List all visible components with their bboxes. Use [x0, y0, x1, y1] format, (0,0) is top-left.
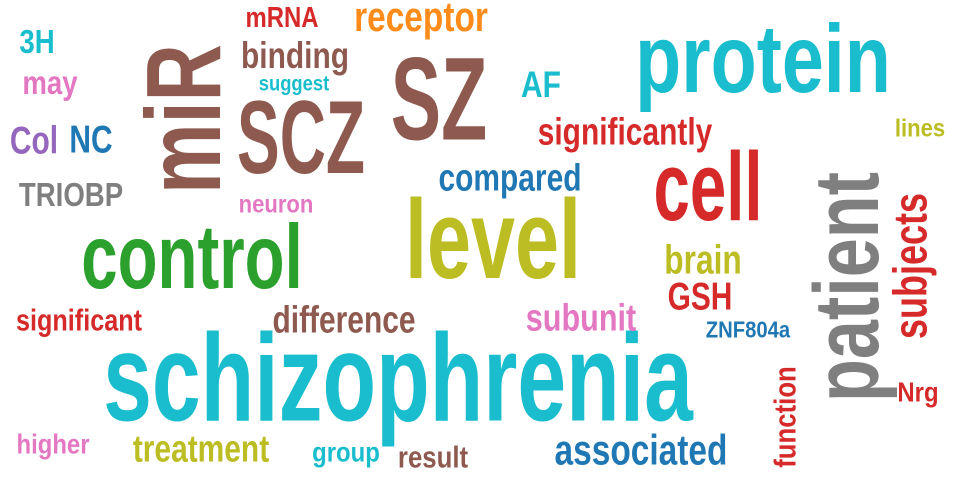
word-mir: miR [124, 44, 243, 194]
word-treatment: treatment [132, 427, 270, 471]
word-difference: difference [272, 298, 416, 342]
word-result: result [397, 440, 469, 475]
word-neuron: neuron [238, 190, 314, 219]
word-protein: protein [635, 5, 891, 114]
word-group: group [312, 435, 380, 469]
word-nrg: Nrg [897, 375, 939, 409]
word-subunit: subunit [525, 296, 637, 340]
word-function: function [768, 366, 803, 468]
word-binding: binding [240, 35, 350, 77]
word-compared: compared [438, 156, 582, 200]
word-patient: patient [794, 171, 898, 403]
word-sz: SZ [390, 34, 488, 166]
word-associated: associated [554, 427, 728, 475]
word-brain: brain [664, 236, 742, 283]
word-higher: higher [16, 427, 90, 461]
word-significantly: significantly [537, 110, 713, 154]
word-mrna: mRNA [245, 0, 319, 34]
word-may: may [22, 65, 78, 102]
word-level: level [405, 177, 581, 303]
word-subjects: subjects [885, 192, 937, 340]
word-3h: 3H [19, 24, 55, 61]
word-lines: lines [894, 114, 946, 143]
word-significant: significant [15, 303, 143, 338]
word-col: Col [9, 119, 59, 163]
word-suggest: suggest [258, 72, 330, 96]
word-cell: cell [653, 132, 763, 242]
word-nc: NC [69, 118, 113, 162]
word-znf804a: ZNF804a [705, 316, 791, 343]
word-control: control [81, 206, 303, 309]
word-af: AF [521, 64, 561, 106]
word-schizophrenia: schizophrenia [103, 308, 693, 448]
word-triobp: TRIOBP [18, 177, 124, 214]
word-scz: SCZ [237, 79, 365, 196]
word-receptor: receptor [354, 0, 488, 42]
word-gsh: GSH [667, 275, 733, 319]
